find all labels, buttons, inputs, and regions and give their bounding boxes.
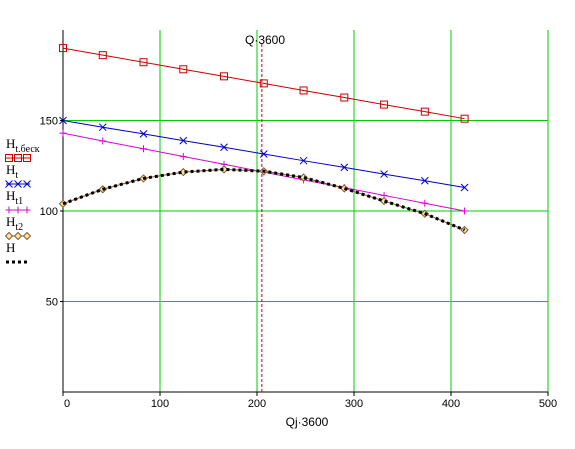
series-1-point-2 xyxy=(139,130,148,138)
y-tick-label-1: 100 xyxy=(40,206,58,218)
marker-layer: Q·3600 xyxy=(245,33,285,392)
legend-label-sub-3: t2 xyxy=(15,222,23,233)
series-0-point-8 xyxy=(380,100,389,109)
series-0 xyxy=(59,44,469,123)
series-0-point-2 xyxy=(139,58,148,67)
legend-swatch-marker-3-2 xyxy=(22,231,32,241)
legend-swatch-1 xyxy=(5,180,31,188)
legend-label-1: Ht xyxy=(6,162,18,181)
legend-label-sub-0: t.беск xyxy=(15,144,39,155)
series-1-point-10-b xyxy=(460,183,469,192)
series-line-4 xyxy=(62,167,466,232)
legend-swatch-marker-1-1 xyxy=(14,180,22,188)
x-tick-label-2: 200 xyxy=(248,398,266,410)
series-2-point-10 xyxy=(461,207,469,215)
tick-layer: 0 100 200 300 400 500 50 100 150 xyxy=(40,116,558,411)
legend-swatch-marker-1-1-b xyxy=(14,180,22,188)
y-tick-label-0: 50 xyxy=(46,297,58,309)
legend-swatch-marker-1-0-b xyxy=(5,180,13,188)
legend-swatch-marker-2-0 xyxy=(5,206,13,214)
legend-label-sub-1: t xyxy=(15,170,18,181)
y-tick-label-2: 150 xyxy=(40,116,58,128)
legend-label-4: H xyxy=(6,240,15,255)
legend-swatch-marker-0-0 xyxy=(5,154,13,162)
series-1-point-9 xyxy=(420,176,429,185)
x-axis-title: Qj·3600 xyxy=(286,415,329,429)
legend-swatch-marker-3-0 xyxy=(4,231,14,241)
x-tick-label-3: 300 xyxy=(345,398,363,410)
legend-swatch-marker-1-2 xyxy=(23,180,31,188)
x-tick-label-4: 400 xyxy=(442,398,460,410)
series-2-point-3 xyxy=(179,153,187,161)
series-0-point-1 xyxy=(98,51,107,60)
series-1-point-4 xyxy=(220,143,228,152)
legend-swatch-2 xyxy=(5,206,31,214)
series-0-point-7 xyxy=(340,93,349,102)
series-2-point-9 xyxy=(421,199,429,207)
series-1-point-2-b xyxy=(139,130,148,138)
series-1-point-8-b xyxy=(380,170,388,178)
legend-label-sub-2: t1 xyxy=(15,196,23,207)
series-1-point-3-b xyxy=(179,136,188,145)
legend-swatch-marker-1-2-b xyxy=(23,180,31,188)
series-1-point-7-b xyxy=(340,163,349,172)
series-0-point-5 xyxy=(259,79,268,88)
series-1-point-5 xyxy=(259,150,268,158)
legend-swatch-3 xyxy=(4,231,32,241)
grid-layer xyxy=(63,30,549,392)
series-1-point-1-b xyxy=(98,123,107,132)
series-4 xyxy=(62,167,466,232)
series-1 xyxy=(59,116,469,192)
legend-swatch-marker-0-1 xyxy=(14,154,22,162)
series-1-point-8 xyxy=(380,170,388,178)
q-marker-label: Q·3600 xyxy=(245,33,285,47)
series-1-point-7 xyxy=(340,163,349,172)
series-2-point-1 xyxy=(99,137,107,145)
x-tick-label-1: 100 xyxy=(151,398,169,410)
legend-label-main-3: H xyxy=(6,214,15,229)
legend-swatch-marker-2-2 xyxy=(23,206,31,214)
legend-swatch-0 xyxy=(5,154,31,162)
series-1-point-10 xyxy=(460,183,469,192)
series-0-point-3 xyxy=(179,65,188,74)
x-tick-label-0: 0 xyxy=(64,398,70,410)
series-0-point-4 xyxy=(220,72,229,81)
series-0-point-6 xyxy=(299,86,308,95)
series-0-point-10 xyxy=(460,114,469,123)
legend-label-3: Ht2 xyxy=(6,214,23,233)
series-line-0 xyxy=(62,47,465,120)
legend-label-main-4: H xyxy=(6,240,15,255)
legend-label-2: Ht1 xyxy=(6,188,23,207)
legend-label-main-1: H xyxy=(6,162,15,177)
series-1-point-5-b xyxy=(259,150,268,158)
x-tick-label-5: 500 xyxy=(539,398,557,410)
legend-label-main-0: H xyxy=(6,136,15,151)
legend-swatch-marker-3-1 xyxy=(13,231,23,241)
series-0-point-0 xyxy=(59,44,67,53)
series-1-point-9-b xyxy=(420,176,429,185)
series-layer xyxy=(58,44,469,235)
legend-label-0: Ht.беск xyxy=(6,136,40,155)
legend-swatch-marker-2-1 xyxy=(14,206,22,214)
legend-label-main-2: H xyxy=(6,188,15,203)
series-1-point-4-b xyxy=(220,143,228,152)
series-0-point-9 xyxy=(420,107,429,116)
series-1-point-1 xyxy=(98,123,107,132)
legend-swatch-marker-0-2 xyxy=(23,154,31,162)
series-2-point-0 xyxy=(59,129,67,137)
series-1-point-3 xyxy=(179,136,188,145)
series-2-point-2 xyxy=(140,145,148,153)
series-1-point-6 xyxy=(299,156,308,165)
series-1-point-6-b xyxy=(299,156,308,165)
legend-swatch-marker-1-0 xyxy=(5,180,13,188)
